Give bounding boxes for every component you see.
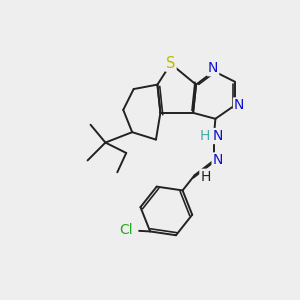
Text: H: H [200,170,211,184]
Text: N: N [213,153,223,167]
Text: N: N [234,98,244,112]
Text: N: N [213,129,223,143]
Text: N: N [208,61,218,75]
Text: Cl: Cl [119,223,133,237]
Text: S: S [166,56,176,71]
Text: H: H [200,129,210,143]
